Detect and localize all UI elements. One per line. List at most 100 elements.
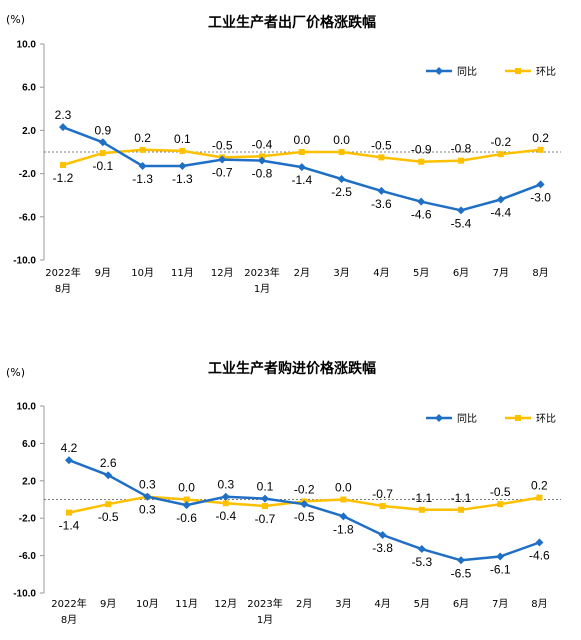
- x-tick-sublabel: 1月: [254, 283, 270, 295]
- x-tick-label: 2023年: [247, 597, 282, 610]
- data-point-mom: [262, 503, 268, 510]
- legend: 同比 环比: [426, 413, 556, 425]
- data-point-mom: [537, 146, 544, 153]
- data-point-yoy: [65, 456, 73, 465]
- x-tick-label: 4月: [373, 267, 389, 279]
- y-tick-label: 2.0: [22, 126, 36, 137]
- y-tick-label: 6.0: [22, 83, 36, 94]
- chart-1: 工业生产者出厂价格涨跌幅 (%) 10.0 6.0 2.0 -2.0 -6.0 -10.0 20…: [6, 13, 561, 295]
- data-point-yoy: [300, 500, 309, 509]
- data-label-mom: -0.1: [92, 159, 113, 173]
- legend-label-yoy: 同比: [457, 413, 477, 425]
- x-tick-label: 9月: [95, 267, 111, 279]
- data-point-mom: [338, 149, 345, 155]
- data-label-yoy: 0.3: [217, 478, 234, 492]
- data-label-mom: -0.4: [252, 137, 273, 151]
- data-label-mom: -0.2: [294, 482, 315, 496]
- data-point-yoy: [417, 545, 426, 554]
- legend-label-mom: 环比: [536, 66, 556, 78]
- data-label-yoy: -4.6: [529, 549, 550, 563]
- x-tick-label: 3月: [335, 598, 351, 610]
- data-label-mom: -1.4: [59, 519, 80, 533]
- data-label-mom: -0.4: [215, 509, 236, 523]
- x-tick-label: 8月: [531, 598, 547, 610]
- data-point-mom: [418, 506, 425, 513]
- data-point-yoy: [339, 512, 348, 521]
- data-label-yoy: -6.1: [490, 563, 511, 577]
- data-label-yoy: -0.8: [252, 167, 273, 181]
- legend-label-yoy: 同比: [457, 66, 477, 78]
- data-point-yoy: [297, 163, 306, 172]
- legend-marker-mom: [515, 68, 521, 74]
- x-tick-label: 2月: [294, 267, 310, 279]
- data-label-mom: -0.2: [490, 135, 511, 149]
- data-point-mom: [179, 147, 186, 154]
- x-tick-label: 7月: [492, 598, 508, 610]
- data-label-mom: -0.9: [411, 143, 432, 157]
- data-point-mom: [536, 494, 543, 501]
- data-point-yoy: [59, 123, 67, 132]
- y-tick-label: 10.0: [17, 402, 37, 413]
- y-tick-label: 6.0: [22, 439, 36, 450]
- data-label-mom: -0.8: [451, 142, 472, 156]
- data-point-mom: [259, 153, 265, 160]
- x-tick-label: 10月: [131, 267, 154, 279]
- data-label-yoy: -1.8: [333, 522, 354, 536]
- data-label-mom: -0.7: [372, 487, 393, 501]
- data-point-yoy: [457, 556, 465, 565]
- data-label-yoy: -4.6: [411, 208, 432, 222]
- data-point-yoy: [378, 531, 387, 540]
- data-label-yoy: -3.0: [530, 190, 551, 204]
- data-label-mom: 0.0: [293, 133, 310, 147]
- x-tick-sublabel: 8月: [61, 614, 77, 626]
- x-tick-label: 8月: [532, 267, 548, 279]
- data-point-yoy: [536, 180, 545, 189]
- data-label-yoy: -5.3: [411, 555, 432, 569]
- data-point-mom: [222, 500, 229, 507]
- x-tick-label: 12月: [214, 598, 237, 610]
- data-label-yoy: -6.5: [451, 566, 472, 580]
- data-label-yoy: -1.3: [132, 172, 153, 186]
- data-point-yoy: [261, 494, 269, 503]
- y-tick-label: -10.0: [13, 589, 36, 600]
- legend-marker-mom: [515, 415, 521, 421]
- chart-title: 工业生产者购进价格涨跌幅: [208, 360, 376, 377]
- data-point-yoy: [535, 538, 544, 547]
- data-label-yoy: 0.1: [257, 480, 274, 494]
- x-tick-label: 2022年: [45, 266, 80, 279]
- x-tick-label: 5月: [414, 598, 430, 610]
- x-tick-label: 2022年: [51, 597, 86, 610]
- data-point-mom: [458, 157, 464, 164]
- data-label-mom: 0.0: [333, 133, 350, 147]
- data-point-mom: [298, 149, 305, 155]
- data-label-mom: 0.3: [139, 478, 156, 492]
- x-tick-sublabel: 1月: [257, 614, 273, 626]
- x-tick-label: 7月: [493, 267, 509, 279]
- y-tick-label: -6.0: [19, 551, 37, 562]
- data-label-mom: -1.1: [411, 491, 432, 505]
- data-point-mom: [66, 509, 72, 516]
- legend-marker-yoy: [435, 414, 443, 422]
- data-label-yoy: -1.3: [172, 172, 193, 186]
- y-tick-label: -10.0: [13, 256, 36, 267]
- y-tick-label: 10.0: [17, 40, 37, 51]
- data-label-mom: -0.5: [371, 138, 392, 152]
- data-point-yoy: [143, 492, 152, 501]
- data-point-yoy: [496, 195, 505, 204]
- data-point-yoy: [98, 138, 107, 147]
- data-point-mom: [183, 496, 190, 503]
- chart-2: 工业生产者购进价格涨跌幅 (%) 10.0 6.0 2.0 -2.0 -6.0 -10.0 20…: [6, 360, 561, 626]
- data-point-mom: [458, 506, 464, 513]
- legend-marker-yoy: [435, 67, 443, 75]
- data-label-yoy: 0.3: [139, 503, 156, 517]
- data-label-mom: -0.5: [490, 485, 511, 499]
- x-tick-sublabel: 8月: [55, 283, 71, 295]
- data-label-mom: -0.7: [255, 512, 276, 526]
- x-tick-label: 11月: [175, 598, 198, 610]
- data-label-yoy: 2.6: [100, 456, 117, 470]
- x-tick-label: 4月: [374, 598, 390, 610]
- x-tick-label: 5月: [413, 267, 429, 279]
- data-point-mom: [105, 501, 112, 508]
